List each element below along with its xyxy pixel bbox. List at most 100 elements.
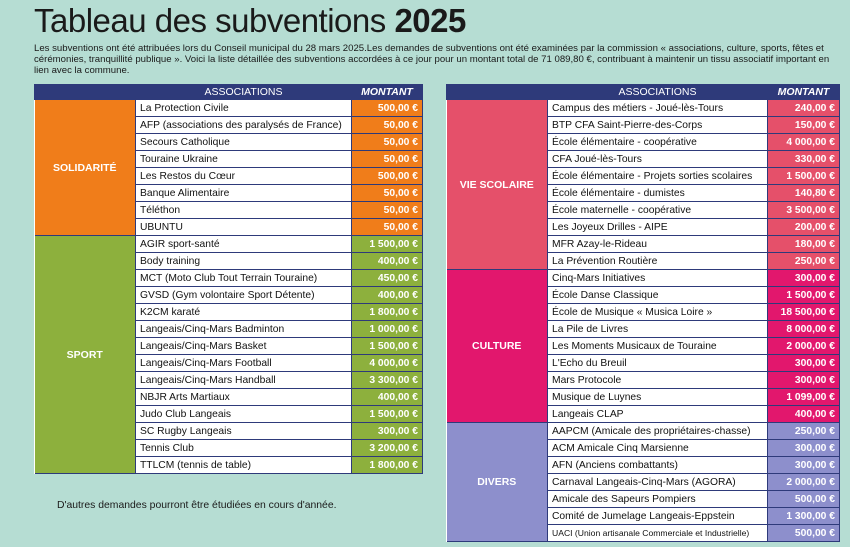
subsidy-amount: 50,00 €: [351, 218, 423, 236]
association-name-text: AGIR sport-santé: [140, 238, 220, 250]
association-name-text: UBUNTU: [140, 221, 183, 233]
association-name-text: Touraine Ukraine: [140, 153, 218, 165]
subsidy-amount: 330,00 €: [767, 150, 840, 168]
subsidy-amount-text: 4 000,00 €: [369, 357, 418, 369]
association-name: Carnaval Langeais-Cinq-Mars (AGORA): [547, 473, 768, 491]
association-name-text: Langeais/Cinq-Mars Football: [140, 357, 272, 369]
subsidy-amount-text: 1 000,00 €: [369, 323, 418, 335]
association-name-text: NBJR Arts Martiaux: [140, 391, 230, 403]
association-name: MFR Azay-le-Rideau: [547, 235, 768, 253]
subsidy-amount: 140,80 €: [767, 184, 840, 202]
table-row: Mars Protocole 300,00 €: [447, 371, 840, 389]
association-name-text: École Danse Classique: [552, 289, 659, 301]
association-name-text: ACM Amicale Cinq Marsienne: [552, 442, 689, 454]
subsidy-amount: 3 300,00 €: [351, 371, 423, 389]
table-row: MCT (Moto Club Tout Terrain Touraine) 450…: [35, 269, 423, 287]
subsidy-amount: 300,00 €: [351, 422, 423, 440]
subsidy-amount: 50,00 €: [351, 150, 423, 168]
subsidy-amount-text: 300,00 €: [794, 442, 835, 454]
association-name-text: École élémentaire - Projets sorties scol…: [552, 170, 753, 182]
association-name: Langeais/Cinq-Mars Handball: [135, 371, 352, 389]
table-row: Secours Catholique 50,00 €: [35, 133, 423, 151]
association-name-text: Secours Catholique: [140, 136, 230, 148]
subsidy-amount: 200,00 €: [767, 218, 840, 236]
association-name: AGIR sport-santé: [135, 235, 352, 253]
subsidy-amount-text: 3 300,00 €: [369, 374, 418, 386]
subsidy-amount: 300,00 €: [767, 269, 840, 287]
subsidy-amount-text: 400,00 €: [377, 289, 418, 301]
association-name-text: La Pile de Livres: [552, 323, 629, 335]
table-row: VIE SCOLAIRE Campus des métiers - Joué-lè…: [446, 99, 840, 270]
subsidy-amount: 250,00 €: [767, 252, 840, 270]
association-name: Comité de Jumelage Langeais-Eppstein: [547, 507, 768, 525]
subsidy-amount: 1 800,00 €: [351, 303, 423, 321]
association-name: Langeais CLAP: [547, 405, 768, 423]
subsidy-amount: 250,00 €: [767, 422, 840, 440]
association-name: AFP (associations des paralysés de Franc…: [135, 116, 352, 134]
subsidy-amount: 18 500,00 €: [767, 303, 840, 321]
association-name-text: AAPCM (Amicale des propriétaires-chasse): [552, 425, 751, 437]
table-row: Langeais/Cinq-Mars Handball 3 300,00 €: [35, 371, 423, 389]
association-name-text: Musique de Luynes: [552, 391, 642, 403]
table-row: TTLCM (tennis de table) 1 800,00 €: [35, 456, 423, 474]
table-row: Les Moments Musicaux de Touraine 2 000,00…: [447, 337, 840, 355]
association-name-text: Tennis Club: [140, 442, 194, 454]
page-title: Tableau des subventions 2025: [34, 2, 466, 39]
table-header-row: ASSOCIATIONS MONTANT: [34, 84, 423, 100]
subsidy-amount-text: 450,00 €: [377, 272, 418, 284]
subsidy-amount: 2 000,00 €: [767, 337, 840, 355]
subsidy-amount: 500,00 €: [767, 490, 840, 508]
table-row: Langeais/Cinq-Mars Badminton 1 000,00 €: [35, 320, 423, 338]
table-row: Langeais CLAP 400,00 €: [447, 405, 840, 423]
subsidy-amount-text: 1 500,00 €: [786, 289, 835, 301]
table-row: BTP CFA Saint-Pierre-des-Corps 150,00 €: [447, 116, 840, 134]
association-name: UACI (Union artisanale Commerciale et In…: [547, 524, 768, 542]
association-name: TTLCM (tennis de table): [135, 456, 352, 474]
category-header-cell: [446, 84, 548, 100]
table-row: DIVERS AAPCM (Amicale des propriétaires-c…: [446, 422, 840, 542]
association-name: Langeais/Cinq-Mars Basket: [135, 337, 352, 355]
category-label: DIVERS: [446, 422, 548, 542]
subsidy-amount-text: 400,00 €: [377, 255, 418, 267]
association-name: École élémentaire - dumistes: [547, 184, 768, 202]
association-name: GVSD (Gym volontaire Sport Détente): [135, 286, 352, 304]
subsidy-amount-text: 300,00 €: [377, 425, 418, 437]
association-name-text: BTP CFA Saint-Pierre-des-Corps: [552, 119, 703, 131]
association-name: CFA Joué-lès-Tours: [547, 150, 768, 168]
subsidy-amount: 50,00 €: [351, 201, 423, 219]
subsidy-amount: 450,00 €: [351, 269, 423, 287]
table-row: Les Restos du Cœur 500,00 €: [35, 167, 423, 185]
association-name: NBJR Arts Martiaux: [135, 388, 352, 406]
footnote: D'autres demandes pourront être étudiées…: [57, 500, 337, 511]
subsidy-amount-text: 300,00 €: [794, 357, 835, 369]
association-name: Judo Club Langeais: [135, 405, 352, 423]
association-name-text: GVSD (Gym volontaire Sport Détente): [140, 289, 315, 301]
association-name-text: K2CM karaté: [140, 306, 201, 318]
table-row: GVSD (Gym volontaire Sport Détente) 400,0…: [35, 286, 423, 304]
table-row: NBJR Arts Martiaux 400,00 €: [35, 388, 423, 406]
association-name-text: TTLCM (tennis de table): [140, 459, 252, 471]
subsidy-amount: 150,00 €: [767, 116, 840, 134]
subsidy-amount-text: 140,80 €: [794, 187, 835, 199]
subsidy-amount: 300,00 €: [767, 456, 840, 474]
association-name: École de Musique « Musica Loire »: [547, 303, 768, 321]
table-row: Judo Club Langeais 1 500,00 €: [35, 405, 423, 423]
table-row: École élémentaire - dumistes 140,80 €: [447, 184, 840, 202]
category-label: CULTURE: [446, 269, 548, 423]
association-name: École maternelle - coopérative: [547, 201, 768, 219]
association-name-text: Judo Club Langeais: [140, 408, 232, 420]
table-row: La Pile de Livres 8 000,00 €: [447, 320, 840, 338]
association-name: SC Rugby Langeais: [135, 422, 352, 440]
association-name-text: Cinq-Mars Initiatives: [552, 272, 646, 284]
table-row: Langeais/Cinq-Mars Basket 1 500,00 €: [35, 337, 423, 355]
association-name: AAPCM (Amicale des propriétaires-chasse): [547, 422, 768, 440]
subsidy-amount: 500,00 €: [351, 99, 423, 117]
association-name-text: Mars Protocole: [552, 374, 622, 386]
association-name-text: AFP (associations des paralysés de Franc…: [140, 119, 342, 131]
association-name-text: Les Restos du Cœur: [140, 170, 235, 182]
subsidy-amount: 400,00 €: [351, 286, 423, 304]
subsidy-amount-text: 400,00 €: [377, 391, 418, 403]
intro-text: Les subventions ont été attribuées lors …: [34, 43, 830, 76]
association-name-text: Body training: [140, 255, 201, 267]
subsidy-amount-text: 1 099,00 €: [786, 391, 835, 403]
